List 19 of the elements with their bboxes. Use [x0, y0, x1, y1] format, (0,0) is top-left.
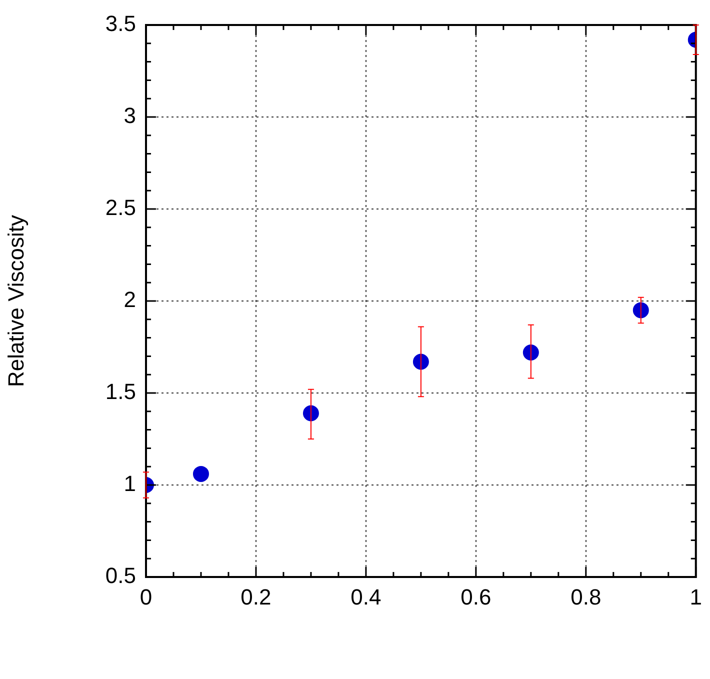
y-axis-title: Relative Viscosity [3, 215, 28, 387]
x-tick-label: 0.4 [350, 584, 382, 610]
x-tick-label: 0 [140, 584, 152, 610]
x-tick-label: 0.2 [240, 584, 272, 610]
x-tick-label: 0.6 [460, 584, 492, 610]
point [632, 302, 649, 318]
point [412, 354, 429, 370]
point [522, 344, 539, 361]
y-tick-label: 2.5 [105, 195, 136, 220]
y-tick-label: 1 [124, 471, 136, 496]
y-tick-label: 0.5 [105, 563, 136, 588]
y-tick-label: 1.5 [105, 379, 136, 404]
x-tick-label: 0.8 [570, 584, 602, 610]
y-tick-label: 2 [124, 287, 136, 312]
y-tick-label: 3.5 [105, 11, 136, 36]
point [192, 466, 209, 482]
y-tick-label: 3 [124, 103, 136, 128]
x-tick-label: 1 [690, 584, 702, 610]
point [302, 405, 319, 422]
